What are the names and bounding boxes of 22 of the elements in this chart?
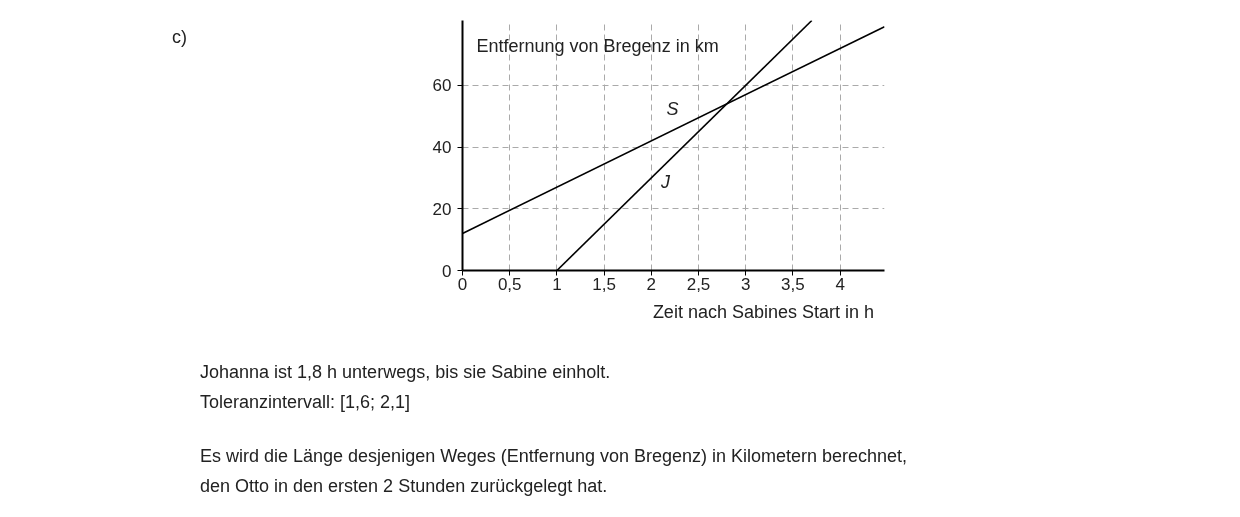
x-tick-label: 4 bbox=[835, 274, 845, 294]
x-tick-label: 3,5 bbox=[781, 274, 805, 294]
x-tick-label: 1,5 bbox=[592, 274, 616, 294]
x-tick-label: 0,5 bbox=[497, 274, 522, 294]
x-tick-label: 1 bbox=[552, 274, 562, 294]
annotation: S bbox=[666, 98, 679, 119]
y-tick-label: 40 bbox=[432, 138, 452, 158]
y-tick-label: 0 bbox=[442, 261, 452, 281]
text: Toleranzintervall: [1,6; 2,1] bbox=[200, 391, 411, 414]
y-tick-label: 20 bbox=[432, 199, 452, 219]
x-tick-label: 2 bbox=[646, 274, 657, 294]
text: Es wird die Länge desjenigen Weges (Entfernung von Bregenz) in Kilometern berechnet, bbox=[200, 445, 908, 468]
text: c) bbox=[172, 26, 187, 49]
y-tick-label: 60 bbox=[432, 76, 452, 96]
y-axis-title: Entfernung von Bregenz in km bbox=[476, 35, 719, 56]
text: den Otto in den ersten 2 Stunden zurückgelegt hat. bbox=[200, 475, 608, 498]
text: Johanna ist 1,8 h unterwegs, bis sie Sabine einholt. bbox=[200, 361, 611, 384]
x-axis-title: Zeit nach Sabines Start in h bbox=[652, 301, 874, 324]
x-tick-label: 2,5 bbox=[686, 274, 711, 294]
x-tick-label: 0 bbox=[457, 274, 468, 294]
x-tick-label: 3 bbox=[740, 274, 751, 294]
annotation: J bbox=[660, 171, 671, 192]
